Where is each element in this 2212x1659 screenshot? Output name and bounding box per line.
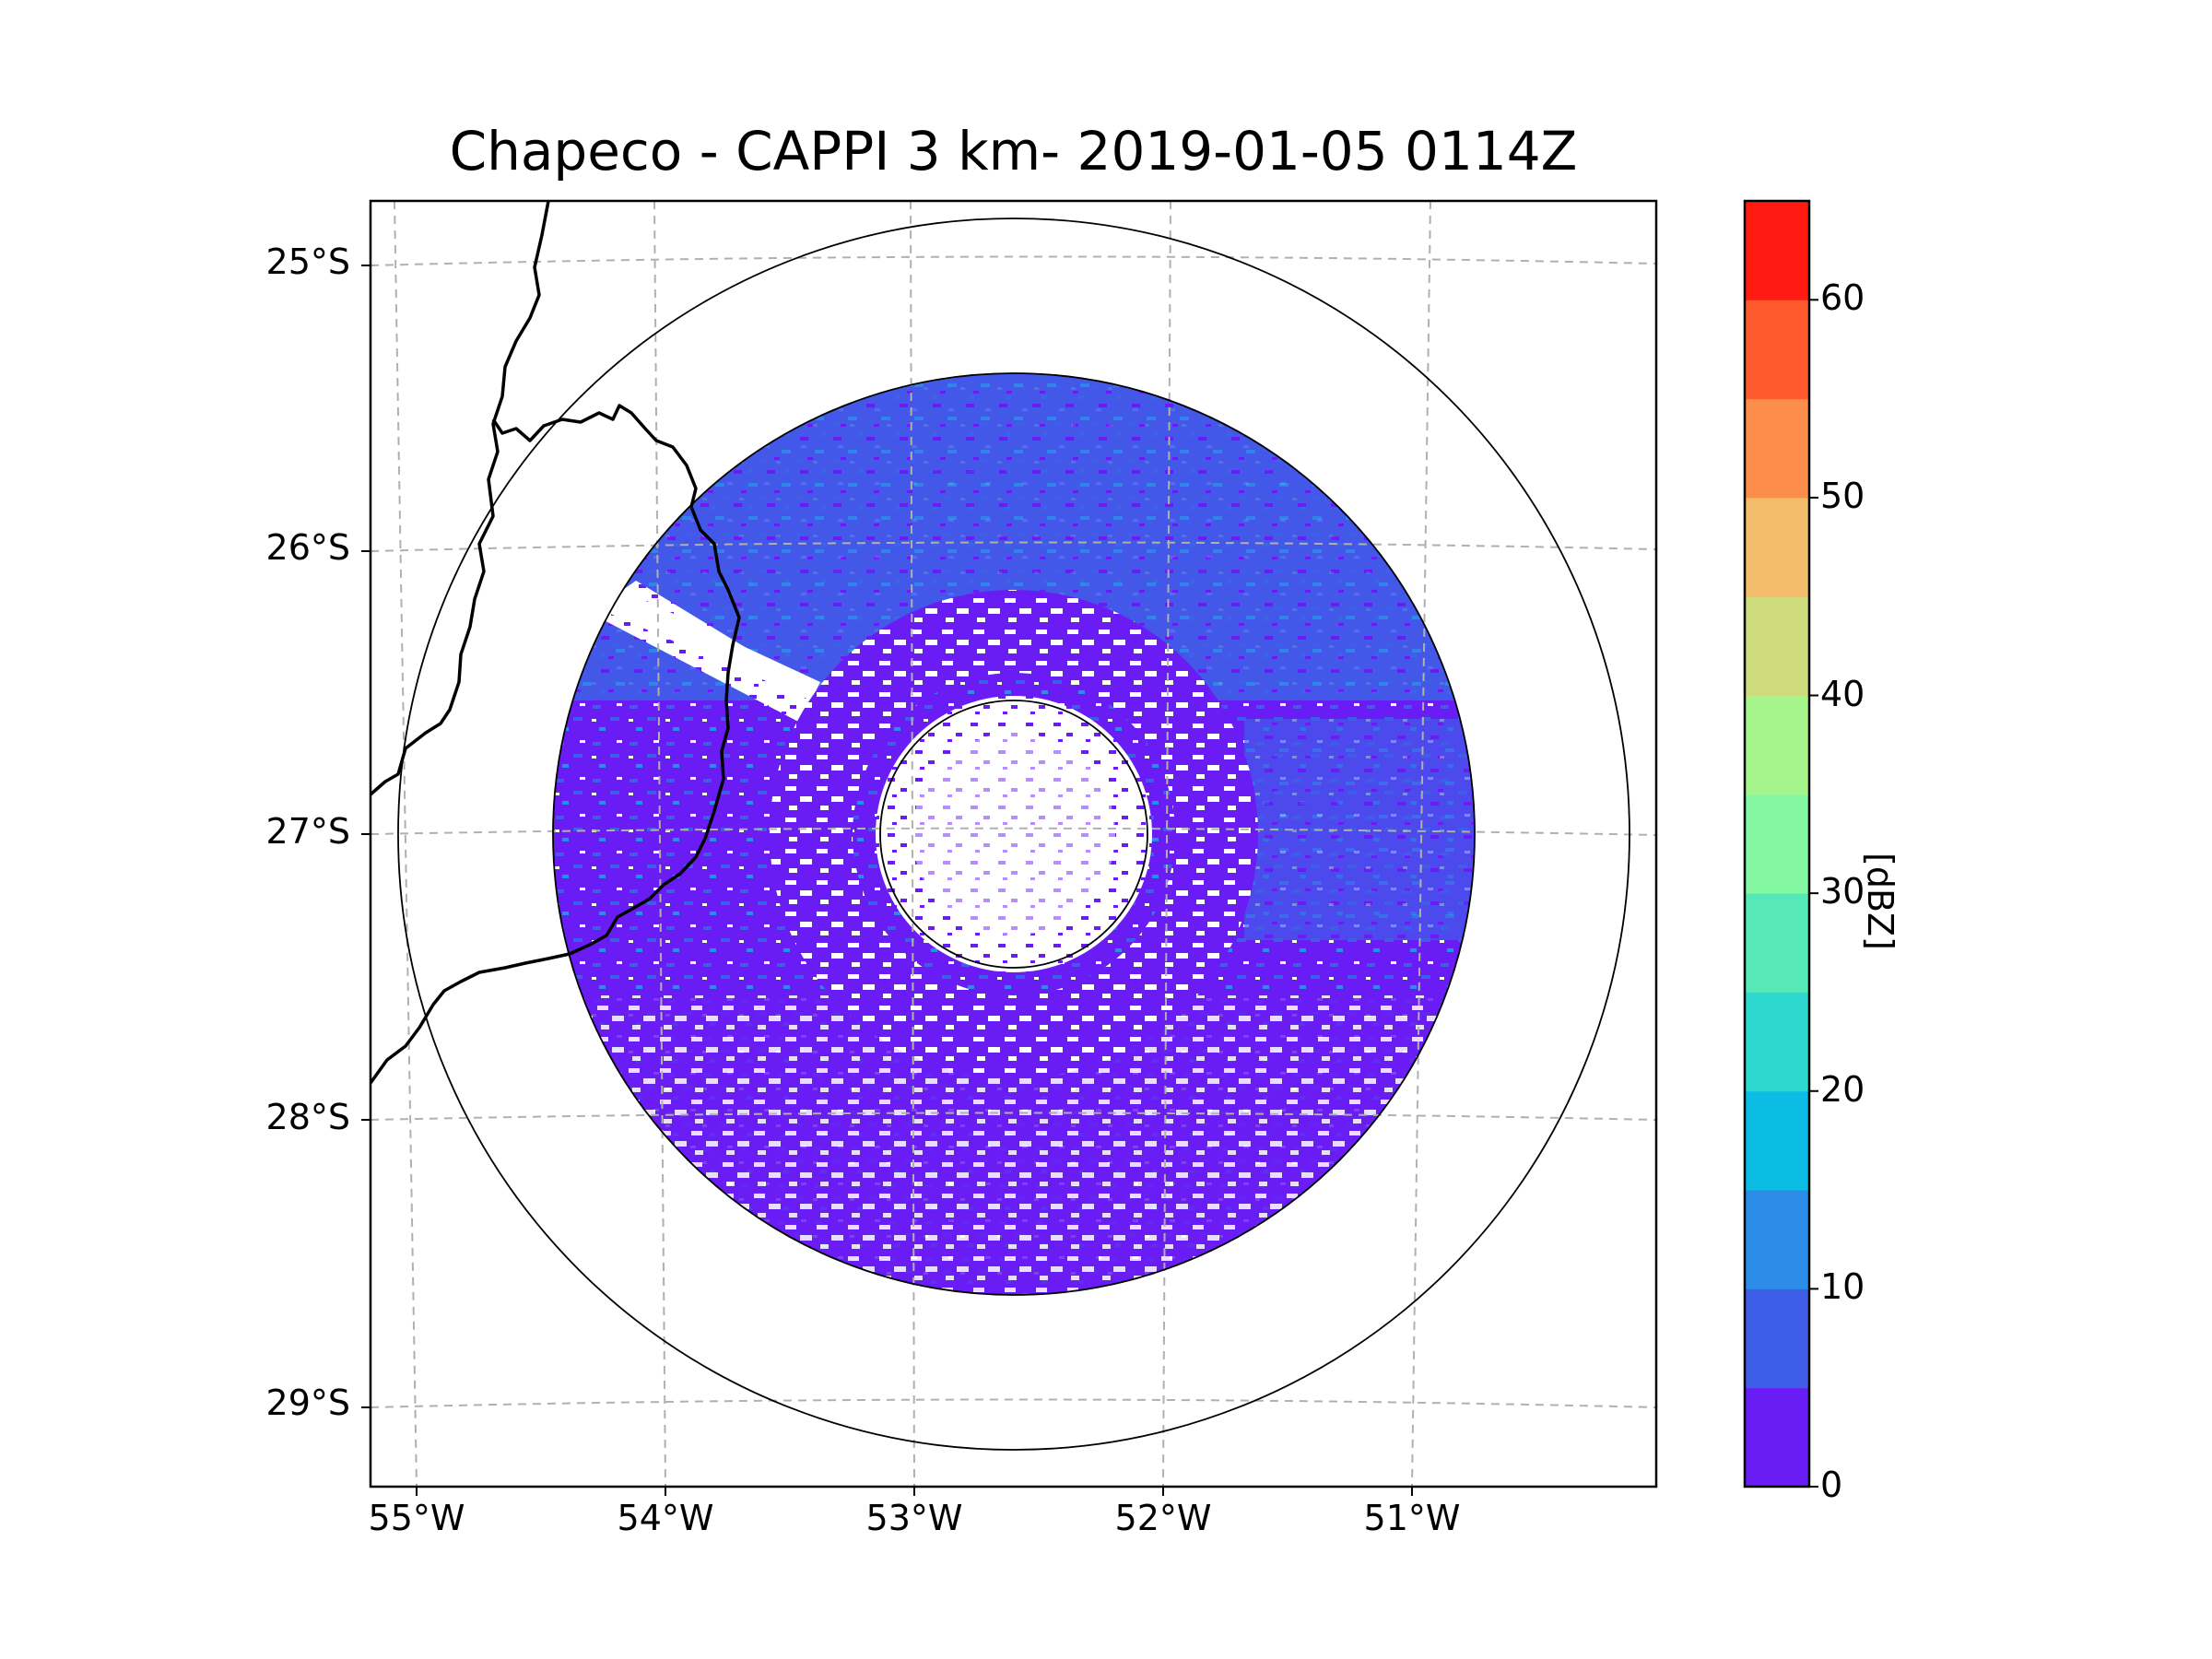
figure-title: Chapeco - CAPPI 3 km- 2019-01-05 0114Z <box>449 120 1578 182</box>
south-sparse-region <box>553 995 1475 1295</box>
colorbar-frame <box>1743 199 1811 1488</box>
lat-label-27s: 27°S <box>265 811 350 852</box>
graticule-lat-25 <box>371 255 1656 266</box>
colorbar-segment-15 <box>1745 1090 1809 1191</box>
map-content <box>371 201 1656 1487</box>
colorbar-segment-35 <box>1745 695 1809 795</box>
lon-label-53w: 53°W <box>865 1498 963 1538</box>
colorbar-segment-5 <box>1745 1288 1809 1389</box>
map-ticks <box>361 265 1413 1496</box>
graticule-lat-27 <box>371 827 1656 836</box>
colorbar <box>1745 201 1809 1488</box>
colorbar-segment-30 <box>1745 794 1809 894</box>
graticule <box>371 201 1656 1487</box>
colorbar-segment-40 <box>1745 596 1809 697</box>
colorbar-tick-label-0: 0 <box>1820 1465 1843 1505</box>
colorbar-segment-50 <box>1745 398 1809 499</box>
graticule-lon-55 <box>394 201 418 1487</box>
country-borders <box>371 201 741 1085</box>
colorbar-segment-55 <box>1745 300 1809 400</box>
colorbar-title: [dBZ] <box>1860 853 1900 950</box>
colorbar-segment-20 <box>1745 992 1809 1092</box>
graticule-lon-53 <box>910 201 915 1487</box>
lat-label-25s: 25°S <box>265 241 350 282</box>
colorbar-segment-0 <box>1745 1387 1809 1488</box>
lon-label-54w: 54°W <box>617 1498 714 1538</box>
graticule-lat-26 <box>371 541 1656 552</box>
colorbar-segment-25 <box>1745 893 1809 993</box>
colorbar-tick-label-30: 30 <box>1820 871 1865 912</box>
colorbar-segment-60 <box>1745 201 1809 300</box>
lat-label-28s: 28°S <box>265 1097 350 1137</box>
range-ring-inner <box>879 700 1148 969</box>
map-frame <box>369 199 1658 1488</box>
border-line-east <box>371 404 741 1085</box>
colorbar-tick-label-10: 10 <box>1820 1266 1865 1308</box>
lat-label-29s: 29°S <box>265 1382 350 1423</box>
graticule-lon-52 <box>1162 201 1171 1487</box>
lat-label-26s: 26°S <box>265 527 350 568</box>
colorbar-tick-label-40: 40 <box>1820 673 1865 714</box>
colorbar-tick-label-50: 50 <box>1820 475 1865 516</box>
colorbar-tick-label-20: 20 <box>1820 1068 1865 1110</box>
colorbar-ticks <box>1809 299 1818 1488</box>
range-rings <box>397 218 1630 1451</box>
range-ring-outer <box>397 218 1630 1451</box>
graticule-lon-54 <box>653 201 666 1487</box>
graticule-lat-29 <box>371 1398 1656 1408</box>
border-line-west <box>371 201 550 796</box>
lon-label-55w: 55°W <box>368 1498 465 1538</box>
graticule-lat-28 <box>371 1112 1656 1121</box>
range-ring-coverage-edge <box>552 372 1476 1296</box>
colorbar-tick-label-60: 60 <box>1820 277 1865 319</box>
lon-label-52w: 52°W <box>1114 1498 1212 1538</box>
colorbar-segment-45 <box>1745 497 1809 597</box>
lon-label-51w: 51°W <box>1363 1498 1461 1538</box>
graticule-lon-51 <box>1411 201 1431 1487</box>
colorbar-segment-10 <box>1745 1190 1809 1289</box>
radar-reflectivity-field <box>553 373 1475 1295</box>
